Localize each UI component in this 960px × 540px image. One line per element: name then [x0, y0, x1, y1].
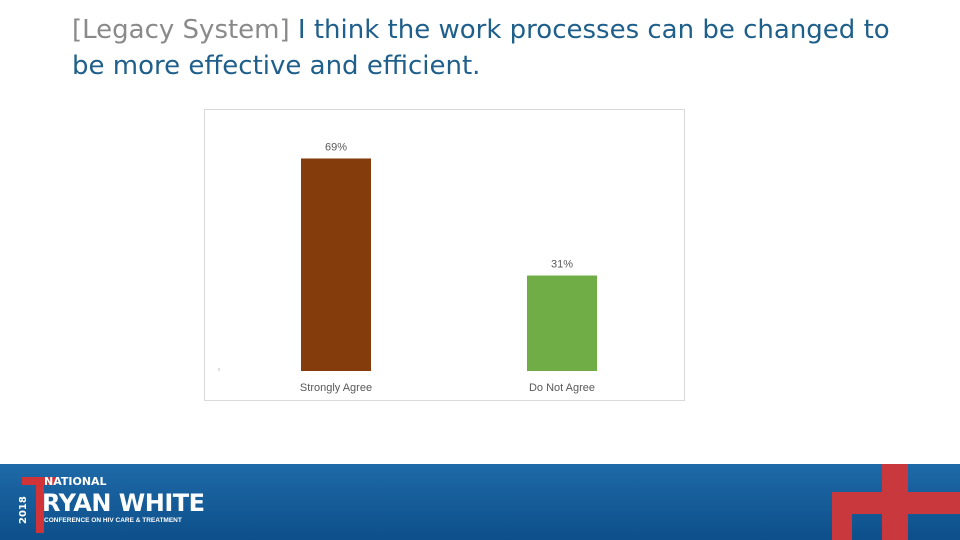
category-label: Strongly Agree — [300, 382, 372, 394]
chart-svg: 69% Strongly Agree 31% Do Not Agree — [218, 141, 597, 394]
logo-year: 2018 — [18, 496, 29, 524]
logo-conference: CONFERENCE ON HIV CARE & TREATMENT — [44, 517, 182, 524]
conference-logo: 2018 NATIONAL RYAN WHITE CONFERENCE ON H… — [16, 473, 206, 533]
bar-strongly-agree — [301, 158, 371, 371]
logo-name: RYAN WHITE — [42, 489, 205, 517]
footer-banner: 2018 NATIONAL RYAN WHITE CONFERENCE ON H… — [0, 464, 960, 540]
logo-red-bar-vertical — [36, 477, 44, 533]
category-label: Do Not Agree — [529, 382, 595, 394]
title-prefix: [Legacy System] — [72, 15, 290, 45]
slide-title: [Legacy System] I think the work process… — [72, 12, 912, 84]
bar-chart: 69% Strongly Agree 31% Do Not Agree — [204, 109, 685, 401]
data-label: 69% — [325, 141, 347, 153]
decorative-cross-icon — [832, 464, 960, 540]
title-text: I think the work processes can be change… — [72, 15, 890, 81]
logo-national: NATIONAL — [44, 475, 107, 488]
bar-do-not-agree — [527, 275, 597, 371]
data-label: 31% — [551, 259, 573, 271]
